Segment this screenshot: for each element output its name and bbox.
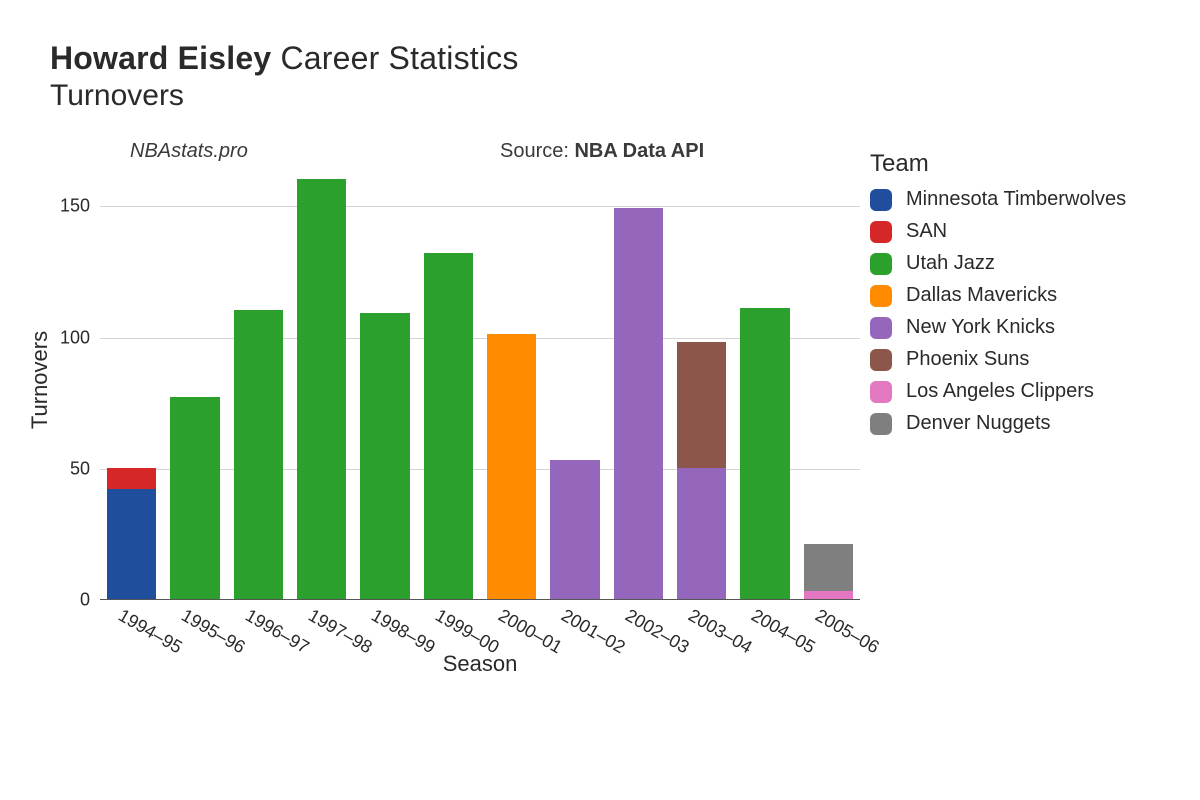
x-tick-label: 2001–02 (558, 605, 629, 658)
legend-swatch (870, 285, 892, 307)
legend-swatch (870, 317, 892, 339)
bar-segment (677, 342, 726, 468)
y-tick-label: 100 (50, 327, 90, 348)
bar-segment (107, 468, 156, 489)
x-tick-label: 2002–03 (621, 605, 692, 658)
x-tick-label: 2005–06 (811, 605, 882, 658)
bar-column: 2002–03 (614, 208, 663, 599)
bar-column: 1998–99 (360, 313, 409, 599)
x-axis-label: Season (443, 651, 518, 677)
bar-segment (107, 489, 156, 599)
legend-item: Phoenix Suns (870, 348, 1170, 371)
legend-swatch (870, 253, 892, 275)
source-name: NBA Data API (574, 140, 704, 162)
y-tick-label: 50 (50, 458, 90, 479)
x-tick-label: 1995–96 (178, 605, 249, 658)
chart-subtitle: Turnovers (50, 79, 1150, 113)
legend-label: Utah Jazz (906, 252, 995, 275)
bar-segment (740, 308, 789, 599)
legend-label: Denver Nuggets (906, 412, 1051, 435)
legend-swatch (870, 221, 892, 243)
gridline (100, 206, 860, 207)
legend-item: SAN (870, 220, 1170, 243)
legend-item: New York Knicks (870, 316, 1170, 339)
legend-swatch (870, 381, 892, 403)
bar-column: 1997–98 (297, 179, 346, 599)
bar-column: 2000–01 (487, 334, 536, 599)
title-suffix: Career Statistics (280, 40, 518, 76)
legend-swatch (870, 189, 892, 211)
x-tick-label: 2003–04 (684, 605, 755, 658)
legend-label: New York Knicks (906, 316, 1055, 339)
x-tick-label: 1994–95 (114, 605, 185, 658)
legend-label: SAN (906, 220, 947, 243)
bar-segment (804, 544, 853, 591)
site-credit: NBAstats.pro (130, 140, 248, 162)
bar-segment (424, 253, 473, 600)
source-credit: Source: NBA Data API (500, 140, 704, 163)
bar-column: 2004–05 (740, 308, 789, 599)
x-tick-label: 1997–98 (304, 605, 375, 658)
y-tick-label: 150 (50, 196, 90, 217)
bar-segment (487, 334, 536, 599)
x-tick-label: 1998–99 (368, 605, 439, 658)
legend-label: Dallas Mavericks (906, 284, 1057, 307)
bar-column: 1995–96 (170, 397, 219, 599)
bar-column: 2005–06 (804, 544, 853, 599)
legend-item: Minnesota Timberwolves (870, 188, 1170, 211)
y-tick-label: 0 (50, 590, 90, 611)
bar-segment (804, 591, 853, 599)
bar-segment (614, 208, 663, 599)
legend-swatch (870, 349, 892, 371)
bar-column: 1996–97 (234, 310, 283, 599)
meta-row: NBAstats.pro Source: NBA Data API (130, 140, 890, 163)
legend-item: Utah Jazz (870, 252, 1170, 275)
legend: Team Minnesota Timberwolves SAN Utah Jazz D… (870, 150, 1170, 444)
chart-area: Turnovers Season 0501001501994–951995–96… (50, 170, 870, 690)
title-block: Howard Eisley Career Statistics Turnover… (50, 40, 1150, 113)
bar-segment (234, 310, 283, 599)
legend-item: Los Angeles Clippers (870, 380, 1170, 403)
chart-container: Howard Eisley Career Statistics Turnover… (0, 0, 1200, 800)
title-player: Howard Eisley (50, 40, 271, 76)
legend-label: Los Angeles Clippers (906, 380, 1094, 403)
bar-column: 1999–00 (424, 253, 473, 600)
bar-segment (677, 468, 726, 599)
bar-segment (360, 313, 409, 599)
legend-label: Phoenix Suns (906, 348, 1029, 371)
legend-swatch (870, 413, 892, 435)
x-tick-label: 1996–97 (241, 605, 312, 658)
legend-item: Dallas Mavericks (870, 284, 1170, 307)
bar-column: 2003–04 (677, 342, 726, 599)
bar-column: 2001–02 (550, 460, 599, 599)
legend-label: Minnesota Timberwolves (906, 188, 1126, 211)
plot-area: Season 0501001501994–951995–961996–97199… (100, 180, 860, 600)
bar-segment (170, 397, 219, 599)
legend-item: Denver Nuggets (870, 412, 1170, 435)
chart-title: Howard Eisley Career Statistics (50, 40, 1150, 77)
x-tick-label: 2004–05 (748, 605, 819, 658)
bar-column: 1994–95 (107, 468, 156, 599)
bar-segment (550, 460, 599, 599)
source-prefix: Source: (500, 140, 574, 162)
legend-title: Team (870, 150, 1170, 178)
bar-segment (297, 179, 346, 599)
